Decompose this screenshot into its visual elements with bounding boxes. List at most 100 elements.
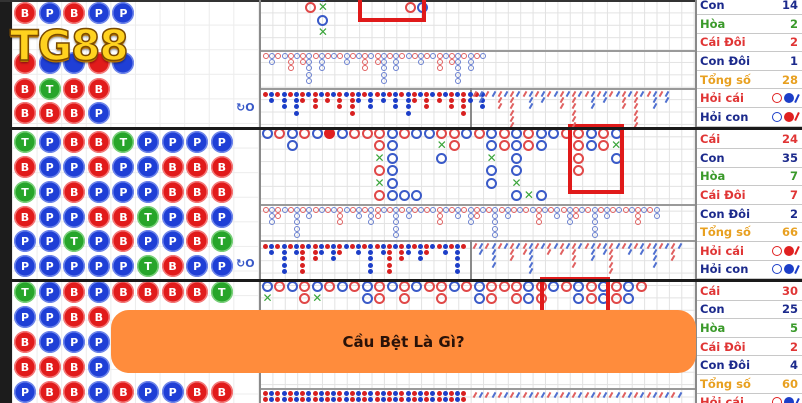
big-eye-road-mark — [591, 207, 598, 213]
small-road-dot — [436, 391, 442, 396]
big-road-banker-ring — [299, 281, 311, 292]
bead-player: P — [112, 156, 135, 178]
tg88-logo: TG88 — [9, 21, 129, 70]
divider — [470, 88, 472, 128]
small-road-dot — [356, 244, 361, 249]
big-eye-road-mark — [263, 53, 269, 59]
bead-banker: B — [63, 102, 86, 124]
small-road-dot — [331, 391, 337, 396]
stat-row[interactable]: Hỏi con — [697, 261, 802, 280]
big-eye-road-mark — [461, 207, 468, 213]
stat-label: Hòa — [700, 16, 726, 31]
ask-road-icon[interactable]: ↻O — [236, 101, 255, 114]
big-eye-road-mark — [455, 77, 462, 84]
small-road-dot — [281, 92, 287, 97]
stat-row[interactable]: Hỏi con — [697, 108, 802, 127]
small-road-dot — [300, 244, 306, 249]
big-eye-road-mark — [436, 65, 443, 72]
stat-row[interactable]: Hỏi cái — [697, 394, 802, 403]
small-road-dot — [368, 391, 374, 396]
bead-banker: B — [186, 156, 209, 178]
stat-row: Con 14 — [697, 0, 802, 16]
big-eye-road-mark — [393, 213, 400, 220]
small-road-dot — [356, 250, 361, 256]
stat-value: 2 — [789, 339, 798, 354]
small-road-dot — [424, 397, 430, 403]
small-road-dot — [294, 104, 299, 110]
stat-label: Tổng số — [700, 225, 751, 240]
big-eye-road-mark — [653, 207, 660, 213]
bead-banker: B — [14, 156, 36, 178]
bead-banker: B — [210, 156, 233, 178]
big-eye-road-mark — [424, 53, 431, 59]
big-eye-road-mark — [436, 59, 443, 66]
big-eye-road-mark — [554, 213, 561, 220]
big-eye-road-mark — [275, 207, 282, 213]
stat-row[interactable]: Hỏi cái — [697, 90, 802, 109]
stat-label: Hòa — [700, 169, 726, 184]
bead-player: P — [87, 255, 110, 277]
big-eye-road-mark — [492, 207, 499, 213]
ask-road-preview — [772, 397, 800, 403]
small-road-dot — [387, 397, 392, 403]
small-road-dot — [312, 104, 318, 110]
small-road-dot — [405, 92, 411, 97]
bead-tie: T — [137, 255, 159, 277]
big-eye-road-mark — [275, 213, 282, 220]
big-eye-road-mark — [393, 225, 400, 232]
big-road-player-ring — [511, 140, 522, 152]
big-eye-road-mark — [325, 53, 331, 59]
small-road-dot — [399, 244, 405, 249]
bead-player — [112, 52, 135, 74]
big-road-player-ring — [386, 140, 398, 152]
stat-label: Cái — [700, 132, 721, 147]
bead-banker: B — [186, 381, 209, 403]
small-road-dot — [287, 397, 293, 403]
big-eye-road-mark — [362, 59, 369, 66]
stat-row: Hòa 7 — [697, 168, 802, 187]
cockroach-slash-icon — [794, 93, 800, 103]
big-eye-road-mark — [610, 207, 617, 213]
small-road-dot — [312, 98, 318, 104]
big-road-tie-mark: ✕ — [374, 150, 385, 165]
small-road-dot — [294, 391, 299, 396]
small-road-dot — [362, 92, 368, 97]
small-road-dot — [269, 391, 275, 396]
small-road-dot — [300, 250, 306, 256]
stat-value: 2 — [789, 35, 798, 50]
big-road-banker-ring — [573, 152, 585, 164]
big-road-player-ring — [623, 293, 635, 305]
big-eye-road-mark — [653, 213, 660, 220]
bead-banker: B — [87, 131, 110, 153]
small-road-dot — [461, 92, 467, 97]
bead-player: P — [87, 181, 110, 203]
stat-label: Con Đôi — [700, 54, 751, 69]
bead-tie: T — [14, 181, 36, 203]
big-eye-road-mark — [331, 207, 338, 213]
small-road-dot — [393, 104, 399, 110]
bead-player: P — [112, 2, 135, 24]
small-road-dot — [281, 397, 287, 403]
small-road-dot — [393, 391, 399, 396]
big-eye-road-mark — [467, 53, 474, 59]
small-road-dot — [442, 391, 448, 396]
bead-banker: B — [186, 281, 209, 303]
small-road-dot — [405, 244, 411, 249]
small-road-dot — [263, 92, 268, 97]
bead-banker: B — [87, 156, 110, 178]
small-road-dot — [461, 110, 467, 116]
stat-row[interactable]: Hỏi cái — [697, 242, 802, 261]
small-road-dot — [387, 268, 392, 274]
small-road-dot — [356, 92, 361, 97]
small-road-dot — [275, 397, 281, 403]
big-eye-road-mark — [294, 207, 300, 213]
bead-player: P — [38, 306, 61, 328]
big-eye-road-mark — [269, 59, 276, 66]
bead-player: P — [38, 331, 61, 353]
small-road-dot — [263, 391, 268, 396]
bead-player: P — [210, 255, 233, 277]
stat-label: Tổng số — [700, 376, 751, 391]
small-road-dot — [325, 391, 330, 396]
small-road-dot — [411, 244, 417, 249]
ask-road-icon[interactable]: ↻O — [236, 257, 255, 270]
